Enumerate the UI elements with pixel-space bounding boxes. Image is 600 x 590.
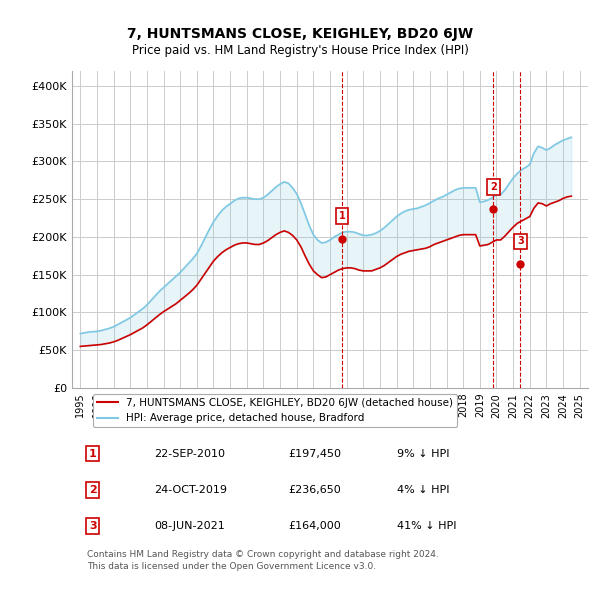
Text: 08-JUN-2021: 08-JUN-2021 <box>155 521 226 531</box>
Text: £236,650: £236,650 <box>289 485 341 495</box>
Text: 2: 2 <box>490 182 497 192</box>
Text: £197,450: £197,450 <box>289 448 342 458</box>
Text: 1: 1 <box>89 448 97 458</box>
Text: Price paid vs. HM Land Registry's House Price Index (HPI): Price paid vs. HM Land Registry's House … <box>131 44 469 57</box>
Text: 22-SEP-2010: 22-SEP-2010 <box>155 448 226 458</box>
Text: 4% ↓ HPI: 4% ↓ HPI <box>397 485 449 495</box>
Text: 9% ↓ HPI: 9% ↓ HPI <box>397 448 449 458</box>
Legend: 7, HUNTSMANS CLOSE, KEIGHLEY, BD20 6JW (detached house), HPI: Average price, det: 7, HUNTSMANS CLOSE, KEIGHLEY, BD20 6JW (… <box>92 394 457 427</box>
Text: 2: 2 <box>89 485 97 495</box>
Text: 7, HUNTSMANS CLOSE, KEIGHLEY, BD20 6JW: 7, HUNTSMANS CLOSE, KEIGHLEY, BD20 6JW <box>127 27 473 41</box>
Text: 3: 3 <box>517 237 524 247</box>
Text: Contains HM Land Registry data © Crown copyright and database right 2024.
This d: Contains HM Land Registry data © Crown c… <box>88 550 439 571</box>
Text: £164,000: £164,000 <box>289 521 341 531</box>
Text: 3: 3 <box>89 521 97 531</box>
Text: 24-OCT-2019: 24-OCT-2019 <box>155 485 227 495</box>
Text: 41% ↓ HPI: 41% ↓ HPI <box>397 521 457 531</box>
Text: 1: 1 <box>339 211 346 221</box>
